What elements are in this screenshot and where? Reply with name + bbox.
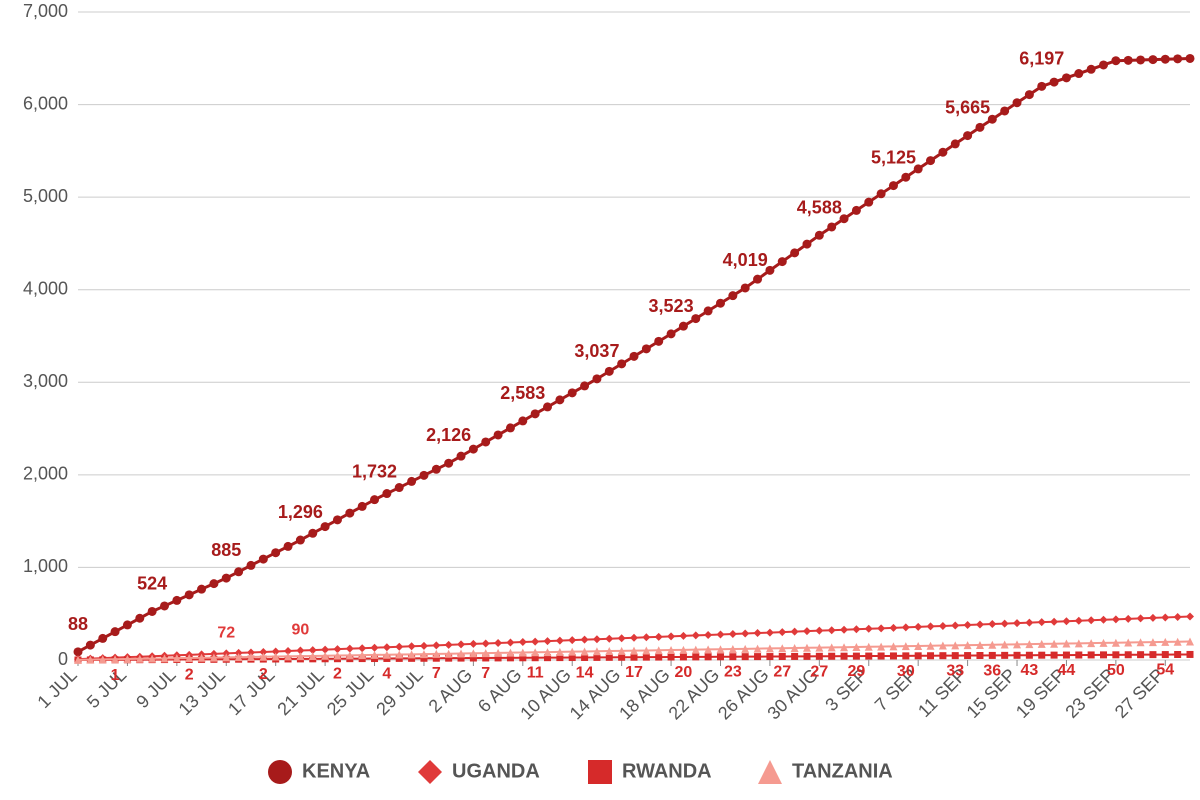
legend-label: RWANDA xyxy=(622,760,712,782)
data-label-rwanda: 1 xyxy=(111,667,120,684)
data-label-kenya: 2,126 xyxy=(426,425,471,445)
data-label-rwanda: 36 xyxy=(983,662,1001,679)
data-label-uganda: 72 xyxy=(217,624,235,641)
data-label-rwanda: 20 xyxy=(675,664,693,681)
data-label-rwanda: 4 xyxy=(382,665,391,682)
data-label-kenya: 3,037 xyxy=(574,341,619,361)
data-label-kenya: 885 xyxy=(211,540,241,560)
data-label-rwanda: 17 xyxy=(625,664,643,681)
y-axis-tick-label: 5,000 xyxy=(23,186,68,206)
data-label-rwanda: 44 xyxy=(1058,662,1076,679)
data-label-kenya: 2,583 xyxy=(500,383,545,403)
data-label-rwanda: 2 xyxy=(185,666,194,683)
y-axis-tick-label: 3,000 xyxy=(23,371,68,391)
y-axis-tick-label: 1,000 xyxy=(23,556,68,576)
chart-container: 01,0002,0003,0004,0005,0006,0007,0001 JU… xyxy=(0,0,1200,800)
chart-svg: 01,0002,0003,0004,0005,0006,0007,0001 JU… xyxy=(0,0,1200,800)
data-label-rwanda: 7 xyxy=(481,665,490,682)
data-label-kenya: 1,296 xyxy=(278,502,323,522)
data-label-rwanda: 29 xyxy=(848,663,866,680)
data-label-kenya: 524 xyxy=(137,573,167,593)
data-label-uganda: 90 xyxy=(292,622,310,639)
data-label-rwanda: 11 xyxy=(527,665,544,682)
data-label-rwanda: 2 xyxy=(333,666,342,683)
data-label-rwanda: 2 xyxy=(259,666,268,683)
data-label-rwanda: 14 xyxy=(576,664,594,681)
data-label-rwanda: 50 xyxy=(1107,662,1125,679)
data-label-rwanda: 33 xyxy=(946,663,964,680)
data-label-kenya: 5,665 xyxy=(945,98,990,118)
data-label-rwanda: 54 xyxy=(1156,662,1174,679)
legend-label: TANZANIA xyxy=(792,760,893,782)
y-axis-tick-label: 2,000 xyxy=(23,464,68,484)
data-label-rwanda: 7 xyxy=(432,665,441,682)
y-axis-tick-label: 6,000 xyxy=(23,93,68,113)
y-axis-tick-label: 7,000 xyxy=(23,1,68,21)
data-label-kenya: 5,125 xyxy=(871,148,916,168)
data-label-rwanda: 43 xyxy=(1020,662,1038,679)
data-label-kenya: 4,588 xyxy=(797,197,842,217)
legend-item-rwanda: RWANDA xyxy=(588,760,712,784)
data-label-kenya: 1,732 xyxy=(352,462,397,482)
data-label-rwanda: 23 xyxy=(724,664,742,681)
legend-label: UGANDA xyxy=(452,760,540,782)
data-label-rwanda: 27 xyxy=(773,663,791,680)
legend-item-kenya: KENYA xyxy=(268,760,370,784)
data-label-kenya: 4,019 xyxy=(723,250,768,270)
legend-label: KENYA xyxy=(302,760,370,782)
data-label-rwanda: 27 xyxy=(810,663,828,680)
data-label-kenya: 6,197 xyxy=(1019,48,1064,68)
y-axis-tick-label: 4,000 xyxy=(23,278,68,298)
data-label-kenya: 3,523 xyxy=(649,296,694,316)
data-label-rwanda: 30 xyxy=(897,663,915,680)
data-label-kenya: 88 xyxy=(68,614,88,634)
